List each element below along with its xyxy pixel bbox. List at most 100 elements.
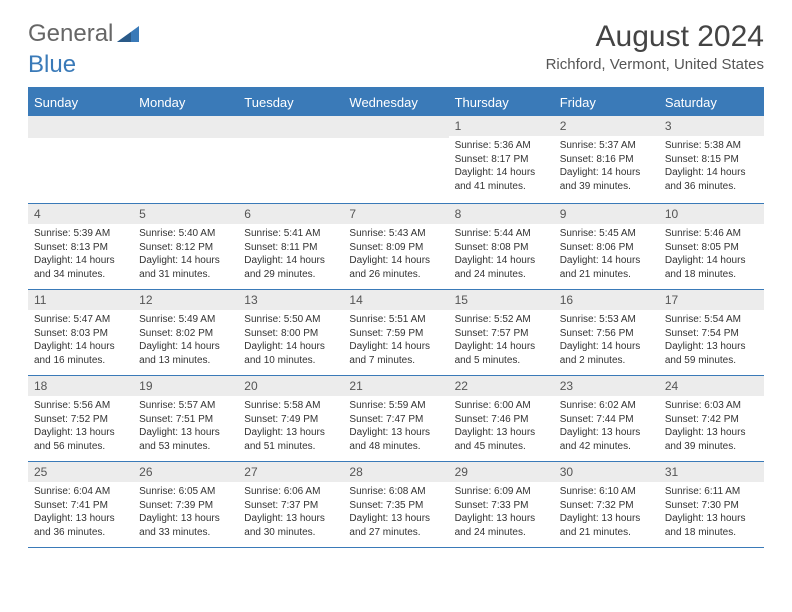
day-number: 10 [659, 204, 764, 224]
day-body: Sunrise: 5:40 AMSunset: 8:12 PMDaylight:… [133, 224, 238, 289]
day-body: Sunrise: 5:37 AMSunset: 8:16 PMDaylight:… [554, 136, 659, 201]
day-number: 26 [133, 462, 238, 482]
calendar-day-cell: 12Sunrise: 5:49 AMSunset: 8:02 PMDayligh… [133, 290, 238, 376]
calendar-day-cell: 7Sunrise: 5:43 AMSunset: 8:09 PMDaylight… [343, 204, 448, 290]
day-number-empty [343, 116, 448, 138]
day-number: 4 [28, 204, 133, 224]
day-number: 29 [449, 462, 554, 482]
day-body-empty [343, 138, 448, 203]
day-number: 5 [133, 204, 238, 224]
day-number: 27 [238, 462, 343, 482]
day-number: 30 [554, 462, 659, 482]
day-body: Sunrise: 6:09 AMSunset: 7:33 PMDaylight:… [449, 482, 554, 547]
calendar-day-cell: 28Sunrise: 6:08 AMSunset: 7:35 PMDayligh… [343, 462, 448, 548]
day-number: 18 [28, 376, 133, 396]
day-body-empty [133, 138, 238, 203]
day-body: Sunrise: 5:51 AMSunset: 7:59 PMDaylight:… [343, 310, 448, 375]
calendar-day-cell: 17Sunrise: 5:54 AMSunset: 7:54 PMDayligh… [659, 290, 764, 376]
day-body: Sunrise: 6:08 AMSunset: 7:35 PMDaylight:… [343, 482, 448, 547]
day-body: Sunrise: 6:10 AMSunset: 7:32 PMDaylight:… [554, 482, 659, 547]
day-number: 3 [659, 116, 764, 136]
day-body: Sunrise: 6:06 AMSunset: 7:37 PMDaylight:… [238, 482, 343, 547]
day-body: Sunrise: 5:59 AMSunset: 7:47 PMDaylight:… [343, 396, 448, 461]
day-number: 17 [659, 290, 764, 310]
day-body-empty [28, 138, 133, 203]
day-number: 9 [554, 204, 659, 224]
day-body: Sunrise: 6:04 AMSunset: 7:41 PMDaylight:… [28, 482, 133, 547]
calendar-day-cell: 30Sunrise: 6:10 AMSunset: 7:32 PMDayligh… [554, 462, 659, 548]
day-body: Sunrise: 5:57 AMSunset: 7:51 PMDaylight:… [133, 396, 238, 461]
calendar-day-cell: 23Sunrise: 6:02 AMSunset: 7:44 PMDayligh… [554, 376, 659, 462]
day-number: 21 [343, 376, 448, 396]
day-body: Sunrise: 6:05 AMSunset: 7:39 PMDaylight:… [133, 482, 238, 547]
day-body: Sunrise: 5:52 AMSunset: 7:57 PMDaylight:… [449, 310, 554, 375]
day-number: 11 [28, 290, 133, 310]
day-body: Sunrise: 5:46 AMSunset: 8:05 PMDaylight:… [659, 224, 764, 289]
day-number-empty [28, 116, 133, 138]
calendar-week-row: 18Sunrise: 5:56 AMSunset: 7:52 PMDayligh… [28, 376, 764, 462]
calendar-day-cell: 9Sunrise: 5:45 AMSunset: 8:06 PMDaylight… [554, 204, 659, 290]
day-body: Sunrise: 5:56 AMSunset: 7:52 PMDaylight:… [28, 396, 133, 461]
calendar-day-cell: 15Sunrise: 5:52 AMSunset: 7:57 PMDayligh… [449, 290, 554, 376]
day-number: 13 [238, 290, 343, 310]
day-body: Sunrise: 5:53 AMSunset: 7:56 PMDaylight:… [554, 310, 659, 375]
calendar-day-cell: 20Sunrise: 5:58 AMSunset: 7:49 PMDayligh… [238, 376, 343, 462]
calendar-week-row: 4Sunrise: 5:39 AMSunset: 8:13 PMDaylight… [28, 204, 764, 290]
calendar-day-cell: 6Sunrise: 5:41 AMSunset: 8:11 PMDaylight… [238, 204, 343, 290]
day-number: 24 [659, 376, 764, 396]
day-body: Sunrise: 5:47 AMSunset: 8:03 PMDaylight:… [28, 310, 133, 375]
day-number-empty [133, 116, 238, 138]
day-body: Sunrise: 5:43 AMSunset: 8:09 PMDaylight:… [343, 224, 448, 289]
calendar-day-cell: 16Sunrise: 5:53 AMSunset: 7:56 PMDayligh… [554, 290, 659, 376]
calendar-day-cell: 29Sunrise: 6:09 AMSunset: 7:33 PMDayligh… [449, 462, 554, 548]
day-body: Sunrise: 5:58 AMSunset: 7:49 PMDaylight:… [238, 396, 343, 461]
calendar-day-cell: 21Sunrise: 5:59 AMSunset: 7:47 PMDayligh… [343, 376, 448, 462]
calendar-day-cell: 8Sunrise: 5:44 AMSunset: 8:08 PMDaylight… [449, 204, 554, 290]
day-number: 19 [133, 376, 238, 396]
day-body-empty [238, 138, 343, 203]
day-body: Sunrise: 6:03 AMSunset: 7:42 PMDaylight:… [659, 396, 764, 461]
calendar-day-cell: 2Sunrise: 5:37 AMSunset: 8:16 PMDaylight… [554, 116, 659, 204]
day-body: Sunrise: 5:38 AMSunset: 8:15 PMDaylight:… [659, 136, 764, 201]
day-header: Friday [554, 89, 659, 116]
calendar-day-cell: 22Sunrise: 6:00 AMSunset: 7:46 PMDayligh… [449, 376, 554, 462]
calendar-day-cell: 18Sunrise: 5:56 AMSunset: 7:52 PMDayligh… [28, 376, 133, 462]
day-number: 8 [449, 204, 554, 224]
calendar-day-cell: 11Sunrise: 5:47 AMSunset: 8:03 PMDayligh… [28, 290, 133, 376]
day-body: Sunrise: 5:36 AMSunset: 8:17 PMDaylight:… [449, 136, 554, 201]
day-body: Sunrise: 5:39 AMSunset: 8:13 PMDaylight:… [28, 224, 133, 289]
day-body: Sunrise: 6:11 AMSunset: 7:30 PMDaylight:… [659, 482, 764, 547]
day-number: 14 [343, 290, 448, 310]
calendar-day-cell [133, 116, 238, 204]
calendar-day-cell: 1Sunrise: 5:36 AMSunset: 8:17 PMDaylight… [449, 116, 554, 204]
day-number: 7 [343, 204, 448, 224]
day-body: Sunrise: 5:50 AMSunset: 8:00 PMDaylight:… [238, 310, 343, 375]
logo-text-blue: Blue [28, 51, 764, 79]
calendar-table: Sunday Monday Tuesday Wednesday Thursday… [28, 89, 764, 548]
calendar-day-cell: 13Sunrise: 5:50 AMSunset: 8:00 PMDayligh… [238, 290, 343, 376]
day-number: 6 [238, 204, 343, 224]
month-title: August 2024 [546, 20, 764, 54]
calendar-day-cell: 25Sunrise: 6:04 AMSunset: 7:41 PMDayligh… [28, 462, 133, 548]
day-header: Tuesday [238, 89, 343, 116]
day-number: 2 [554, 116, 659, 136]
calendar-day-cell [343, 116, 448, 204]
day-number: 16 [554, 290, 659, 310]
day-body: Sunrise: 6:02 AMSunset: 7:44 PMDaylight:… [554, 396, 659, 461]
calendar-day-cell: 27Sunrise: 6:06 AMSunset: 7:37 PMDayligh… [238, 462, 343, 548]
calendar-day-cell: 26Sunrise: 6:05 AMSunset: 7:39 PMDayligh… [133, 462, 238, 548]
day-body: Sunrise: 5:45 AMSunset: 8:06 PMDaylight:… [554, 224, 659, 289]
day-body: Sunrise: 5:54 AMSunset: 7:54 PMDaylight:… [659, 310, 764, 375]
calendar-day-cell [28, 116, 133, 204]
day-header: Wednesday [343, 89, 448, 116]
calendar-day-cell: 19Sunrise: 5:57 AMSunset: 7:51 PMDayligh… [133, 376, 238, 462]
calendar-day-cell: 10Sunrise: 5:46 AMSunset: 8:05 PMDayligh… [659, 204, 764, 290]
day-body: Sunrise: 5:49 AMSunset: 8:02 PMDaylight:… [133, 310, 238, 375]
day-header: Saturday [659, 89, 764, 116]
day-number: 25 [28, 462, 133, 482]
day-number: 28 [343, 462, 448, 482]
day-header: Monday [133, 89, 238, 116]
logo: General [28, 20, 139, 48]
day-number: 23 [554, 376, 659, 396]
calendar-day-cell: 5Sunrise: 5:40 AMSunset: 8:12 PMDaylight… [133, 204, 238, 290]
